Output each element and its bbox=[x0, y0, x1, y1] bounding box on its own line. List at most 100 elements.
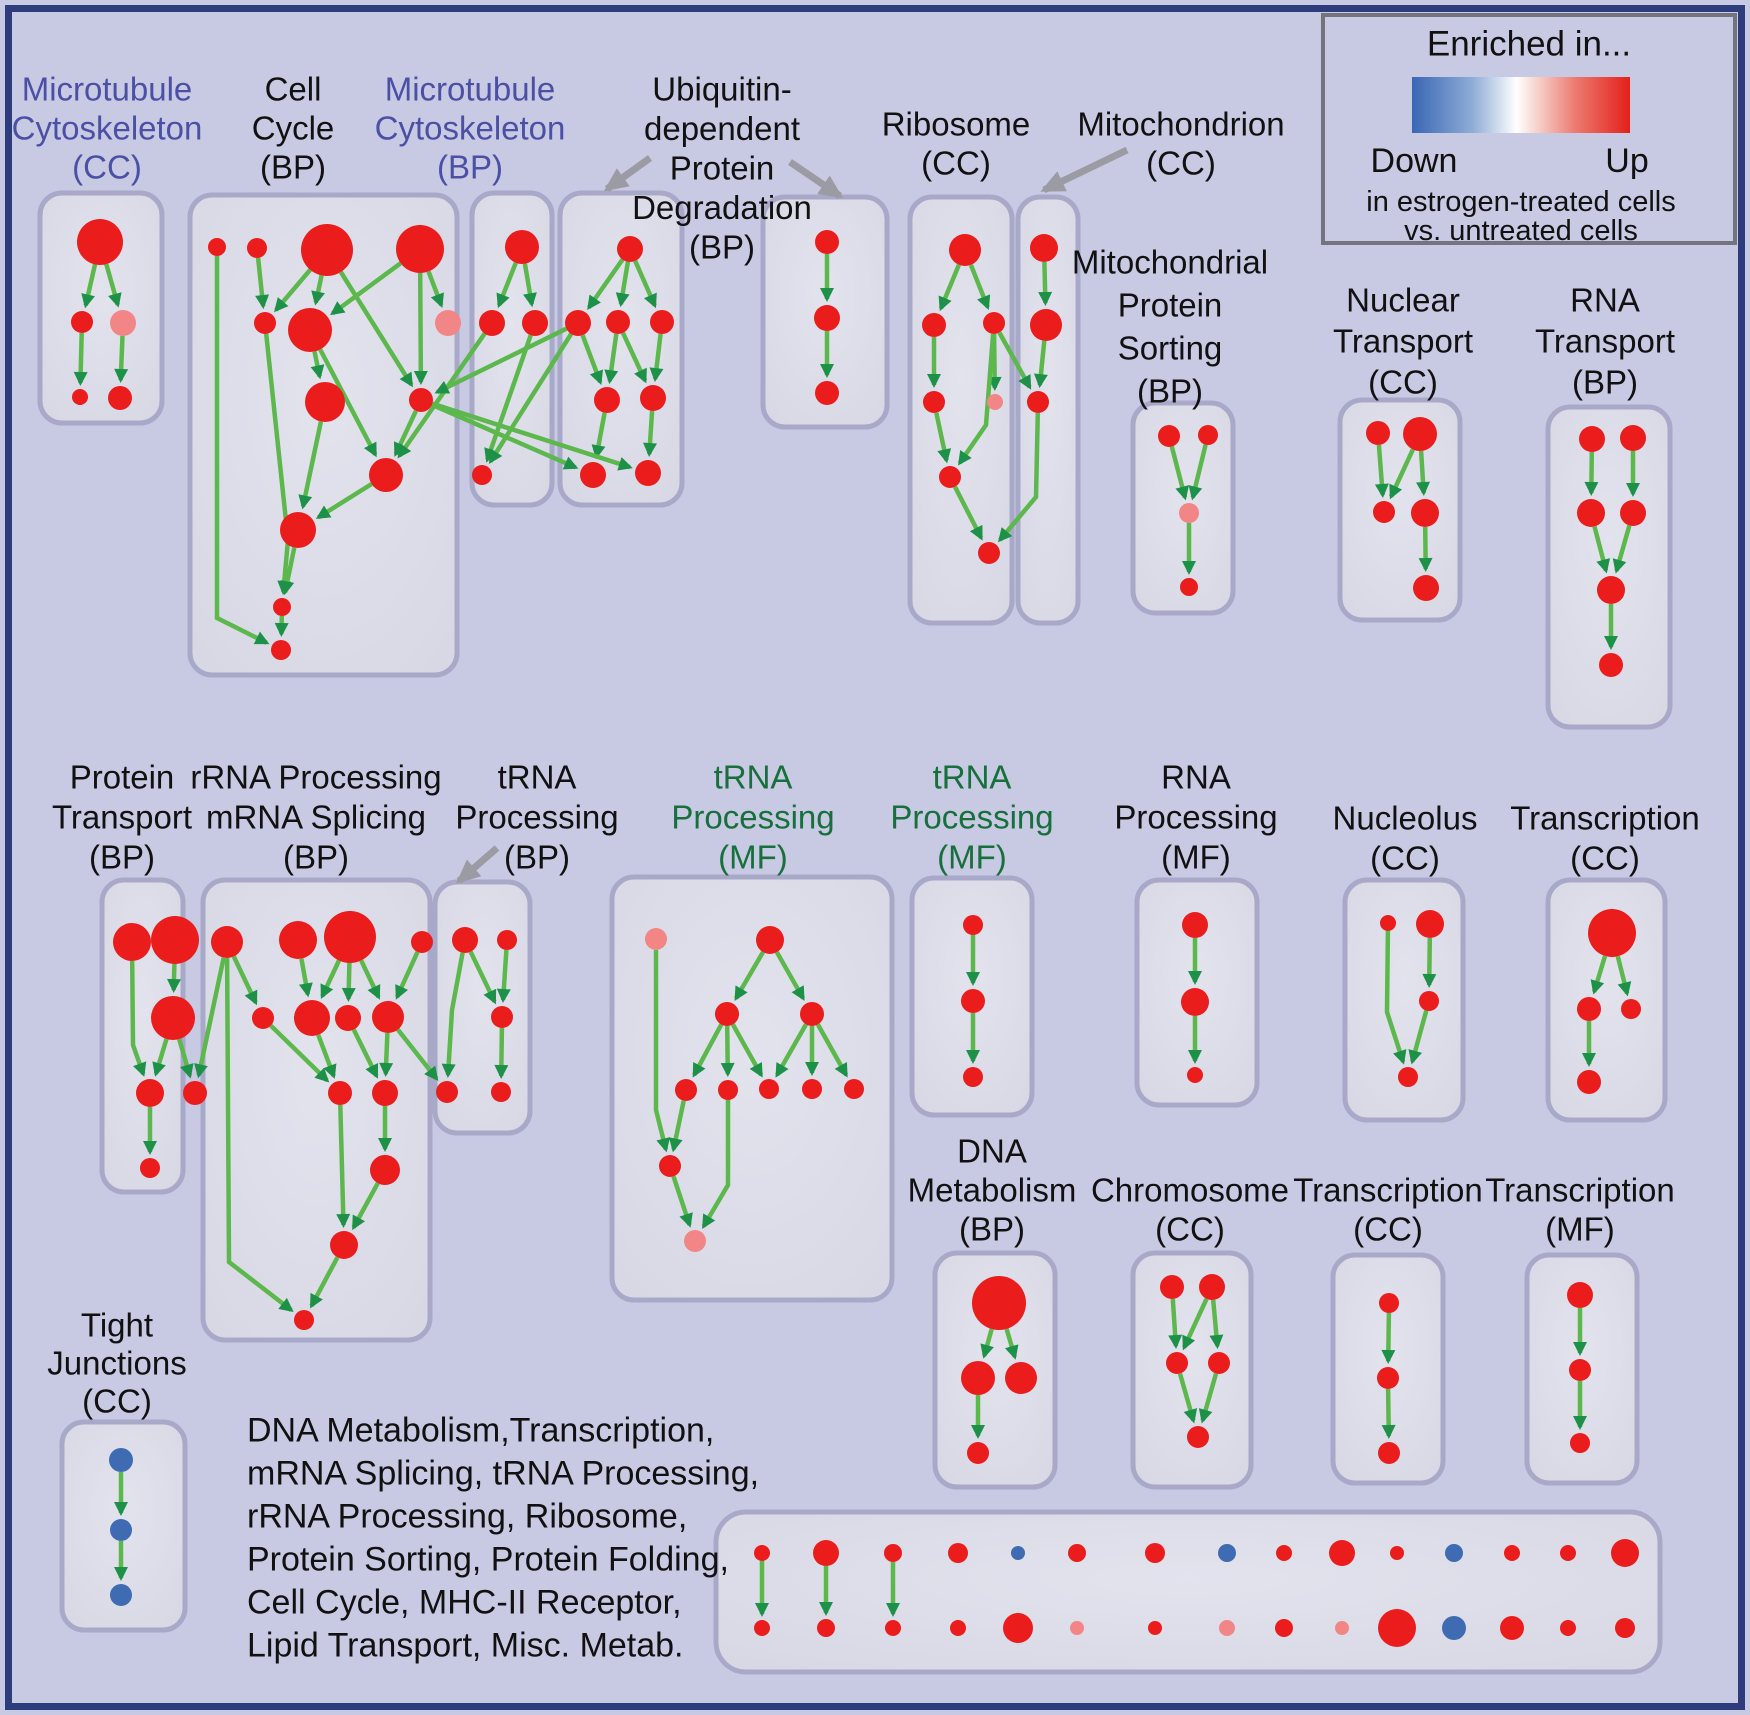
edge-tm5-tm10 bbox=[668, 1100, 686, 1153]
node-rr3 bbox=[324, 911, 376, 963]
annotation-arrow-mitochondrion bbox=[1040, 146, 1129, 194]
label-rna-transport: RNA Transport (BP) bbox=[1535, 282, 1675, 401]
node-mx5t bbox=[1011, 1546, 1025, 1560]
node-cc2 bbox=[247, 238, 267, 258]
node-mx8t bbox=[1218, 1544, 1236, 1562]
node-rr9 bbox=[328, 1081, 352, 1105]
node-ub4 bbox=[650, 310, 674, 334]
node-mx14b bbox=[1560, 1620, 1576, 1636]
edge-cc1-cc13 bbox=[214, 256, 270, 645]
node-tf1 bbox=[1567, 1282, 1593, 1308]
edge-ch4-ch5 bbox=[1198, 1372, 1219, 1424]
node-cc7 bbox=[435, 310, 461, 336]
label-tight-junctions-line-1: Junctions bbox=[47, 1345, 186, 1382]
label-microtubule-bp-line-2: (BP) bbox=[437, 149, 503, 186]
node-dm2 bbox=[961, 1361, 995, 1395]
node-mx4b bbox=[950, 1620, 966, 1636]
node-nl2 bbox=[1416, 910, 1444, 938]
label-misc-note-line-4: Cell Cycle, MHC-II Receptor, bbox=[247, 1584, 682, 1622]
edge-ms1-ms3 bbox=[1169, 446, 1190, 501]
label-cell-cycle-line-1: Cycle bbox=[252, 110, 335, 147]
node-trc2 bbox=[1377, 1367, 1399, 1389]
edge-trc2-trc3 bbox=[1381, 1388, 1396, 1439]
node-mx9t bbox=[1276, 1545, 1292, 1561]
label-trna-mf-2-line-0: tRNA bbox=[933, 759, 1012, 796]
label-protein-transport-line-0: Protein bbox=[70, 759, 175, 796]
node-mx11b bbox=[1378, 1609, 1416, 1647]
node-nl4 bbox=[1398, 1067, 1418, 1087]
node-tm1 bbox=[645, 928, 667, 950]
edge-cc11-cc12 bbox=[280, 547, 297, 596]
node-tm8 bbox=[802, 1079, 822, 1099]
cluster-box-nuclear-transport bbox=[1337, 397, 1463, 623]
node-rr5 bbox=[252, 1007, 274, 1029]
node-tb2 bbox=[497, 930, 517, 950]
cluster-box-trna-mf-1 bbox=[609, 874, 895, 1303]
cluster-box-microtubule-cc bbox=[37, 190, 165, 426]
label-mito-sorting: Mitochondrial Protein Sorting (BP) bbox=[1072, 244, 1268, 410]
legend-title: Enriched in... bbox=[1427, 25, 1631, 64]
node-rb7 bbox=[978, 542, 1000, 564]
node-pt4 bbox=[136, 1079, 164, 1107]
node-tm4 bbox=[800, 1002, 824, 1026]
edge-dm1-dm3 bbox=[1004, 1328, 1019, 1360]
edge-cc4-cc6 bbox=[330, 261, 403, 316]
node-ub8 bbox=[635, 460, 661, 486]
edge-rr4-rr8 bbox=[395, 951, 420, 1000]
legend-caption-line1: in estrogen-treated cells bbox=[1366, 186, 1676, 218]
label-transcription-cc-mid-line-0: Transcription bbox=[1510, 800, 1700, 837]
node-cc3 bbox=[301, 224, 353, 276]
edge-tm1-tm10 bbox=[653, 950, 671, 1153]
edge-nt1-nt3 bbox=[1374, 444, 1389, 498]
label-protein-transport-line-1: Transport bbox=[52, 799, 192, 836]
node-mc2 bbox=[71, 311, 93, 333]
edge-nt2-nt3 bbox=[1389, 448, 1415, 500]
node-rr10 bbox=[372, 1080, 398, 1106]
edge-cc2-cc5 bbox=[255, 257, 270, 310]
edge-rb1-rb2 bbox=[938, 263, 961, 312]
label-tight-junctions-line-2: (CC) bbox=[82, 1383, 152, 1420]
node-ms2 bbox=[1198, 425, 1218, 445]
edge-cc4-cc7 bbox=[426, 270, 444, 309]
label-cell-cycle-line-2: (BP) bbox=[260, 149, 326, 186]
label-misc-note-line-3: Protein Sorting, Protein Folding, bbox=[247, 1541, 729, 1579]
edge-tb2-tb3 bbox=[496, 949, 511, 1003]
edge-pt3-pt4 bbox=[152, 1038, 169, 1077]
label-cell-cycle-line-0: Cell bbox=[265, 71, 322, 108]
edge-tc1-tc3 bbox=[1615, 955, 1632, 997]
label-tight-junctions-line-0: Tight bbox=[81, 1307, 153, 1344]
edge-mc2-mc4 bbox=[73, 332, 88, 386]
node-rr1 bbox=[211, 926, 243, 958]
node-cc12 bbox=[273, 598, 291, 616]
node-nt5 bbox=[1413, 575, 1439, 601]
node-tb3 bbox=[491, 1006, 513, 1028]
node-mx7t bbox=[1145, 1543, 1165, 1563]
edge-ub5-ub7 bbox=[591, 412, 607, 460]
label-microtubule-cc-line-2: (CC) bbox=[72, 149, 142, 186]
label-mitochondrion-line-0: Mitochondrion bbox=[1077, 106, 1284, 143]
edge-mb2-cc10 bbox=[397, 332, 487, 459]
node-nb3 bbox=[815, 381, 839, 405]
node-ch5 bbox=[1187, 1426, 1209, 1448]
node-tc1 bbox=[1588, 909, 1636, 957]
cluster-box-cell-cycle bbox=[187, 192, 460, 678]
edge-rr5-rr9 bbox=[269, 1024, 330, 1083]
label-protein-transport-line-2: (BP) bbox=[89, 839, 155, 876]
node-nt4 bbox=[1411, 499, 1439, 527]
node-ms1 bbox=[1158, 425, 1180, 447]
node-rr6 bbox=[294, 1000, 330, 1036]
node-rp1 bbox=[1182, 912, 1208, 938]
label-transcription-cc-mid: Transcription(CC) bbox=[1510, 800, 1700, 877]
label-trna-mf-1-line-2: (MF) bbox=[718, 839, 788, 876]
node-tm7 bbox=[759, 1079, 779, 1099]
label-nuclear-transport-line-1: Transport bbox=[1333, 323, 1473, 360]
edge-cc3-cc6 bbox=[311, 274, 325, 306]
node-mb3 bbox=[522, 310, 548, 336]
node-rt4 bbox=[1620, 500, 1646, 526]
node-rt6 bbox=[1599, 653, 1623, 677]
